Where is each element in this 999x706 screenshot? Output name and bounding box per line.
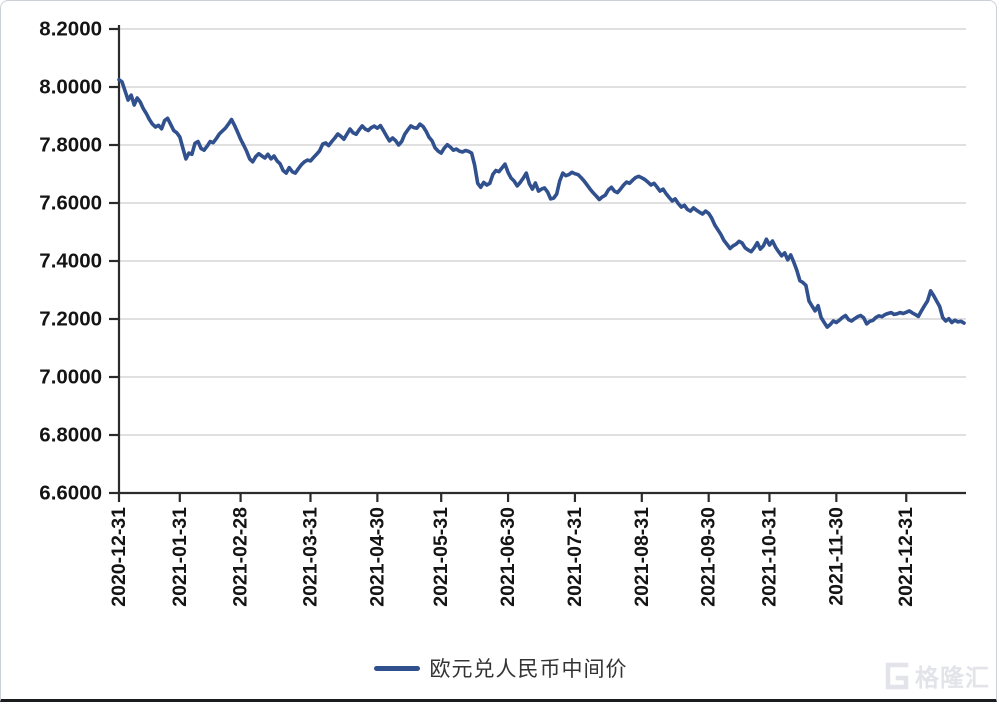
y-tick-label: 8.2000	[39, 18, 102, 41]
y-tick-label: 7.4000	[39, 250, 102, 273]
x-tick-label: 2021-04-30	[366, 507, 388, 607]
x-tick-label: 2021-05-31	[430, 507, 452, 607]
y-tick-label: 6.6000	[39, 482, 102, 505]
y-tick-label: 7.6000	[39, 192, 102, 215]
x-tick-label: 2021-03-31	[299, 507, 321, 607]
y-tick-label: 7.0000	[39, 366, 102, 389]
x-tick-label: 2021-08-31	[631, 507, 653, 607]
x-tick-label: 2021-02-28	[230, 507, 252, 607]
x-tick-label: 2021-01-31	[169, 507, 191, 607]
x-tick-label: 2021-09-30	[698, 507, 720, 607]
y-tick-label: 7.8000	[39, 134, 102, 157]
x-tick-label: 2020-12-31	[108, 507, 130, 607]
legend-label: 欧元兑人民币中间价	[429, 658, 628, 681]
x-tick-label: 2021-06-30	[497, 507, 519, 607]
y-tick-label: 7.2000	[39, 308, 102, 331]
x-tick-label: 2021-11-30	[825, 507, 847, 606]
y-tick-label: 6.8000	[39, 424, 102, 447]
x-tick-label: 2021-07-31	[564, 507, 586, 607]
x-tick-label: 2021-12-31	[895, 507, 917, 607]
legend-line-swatch	[373, 665, 420, 671]
y-tick-label: 8.0000	[39, 76, 102, 99]
watermark: 格隆汇	[882, 658, 990, 693]
gelonghui-logo-icon	[885, 662, 909, 689]
watermark-text: 格隆汇	[915, 665, 990, 692]
x-tick-label: 2021-10-31	[758, 507, 780, 607]
legend: 欧元兑人民币中间价	[1, 653, 999, 683]
series-line	[117, 77, 966, 329]
